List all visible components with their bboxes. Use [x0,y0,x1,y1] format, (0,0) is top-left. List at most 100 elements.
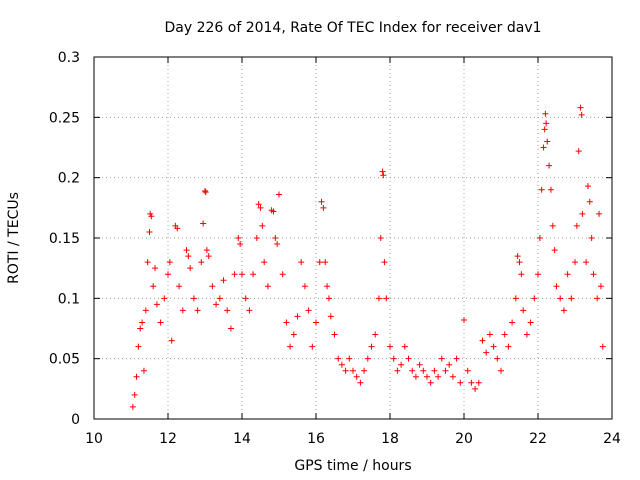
data-point [424,373,430,380]
data-point [316,259,323,266]
data-point [546,162,553,169]
data-point [205,253,212,260]
data-point [137,325,144,332]
data-point [257,204,264,211]
data-point [301,283,308,290]
data-point [486,331,493,338]
data-point [242,295,249,302]
data-point [139,319,146,326]
x-tick-label: 16 [307,431,325,447]
x-tick-label: 18 [381,431,399,447]
data-point [535,271,541,278]
data-point [298,259,305,266]
data-point [577,104,584,111]
data-point [152,265,159,272]
data-point [324,283,331,290]
data-point [542,110,549,117]
data-point [287,343,294,350]
data-point [179,307,186,314]
data-point [494,355,501,362]
data-point [150,283,157,290]
data-point [200,220,207,227]
data-point [540,144,547,151]
data-point [353,373,360,380]
data-point [597,283,604,290]
data-point [520,307,527,314]
data-point [568,295,575,302]
data-point [209,283,216,290]
data-point [599,343,606,350]
data-point [536,235,543,241]
data-point [442,367,449,374]
data-point [131,391,138,398]
data-point [538,186,545,193]
data-point [272,235,279,241]
data-point [457,379,464,386]
data-point [309,343,316,350]
data-point [294,313,301,320]
data-point [472,385,479,392]
x-tick-label: 12 [159,431,177,447]
data-point [220,277,227,284]
data-point [596,210,603,217]
data-point [279,271,286,278]
y-tick-label: 0.25 [49,110,80,126]
data-point [379,168,386,175]
data-point [412,373,419,380]
data-point [560,307,567,314]
y-tick-label: 0 [71,412,80,428]
data-point [276,191,282,198]
data-point [342,367,349,374]
data-point [202,187,208,194]
x-tick-labels: 10 12 14 16 18 20 22 24 [85,431,621,447]
data-point [575,148,582,155]
data-point [194,307,201,314]
data-point [405,355,412,362]
data-point [157,319,164,326]
data-point [357,379,364,386]
data-point [544,138,551,145]
data-point [380,172,387,179]
data-point [364,355,371,362]
data-point [490,343,497,350]
data-point [203,247,210,254]
data-point [168,337,175,344]
data-point [583,259,590,266]
data-point [527,319,534,326]
data-point [174,225,181,232]
data-point [250,271,257,278]
data-point [375,295,382,302]
data-point [553,283,560,290]
data-point [202,189,209,196]
data-point [325,295,332,302]
y-axis-label: ROTI / TECUs [6,192,22,284]
data-point [387,343,393,350]
y-tick-label: 0.2 [58,171,80,187]
data-point [531,295,538,302]
y-tick-label: 0.15 [49,231,80,247]
data-point [187,265,194,272]
data-point [509,319,516,326]
data-point [318,198,325,205]
data-point [161,295,168,302]
data-point [142,307,149,314]
data-point [590,271,597,278]
data-point [383,295,390,302]
data-point [551,247,558,254]
data-point [381,259,388,266]
data-point [514,253,521,260]
data-point [166,259,173,266]
data-point [183,247,190,254]
data-point [372,331,379,338]
data-point [361,367,368,374]
data-point [453,355,460,362]
data-point [584,183,591,190]
grid [94,57,612,419]
data-point [498,367,504,374]
data-point [505,343,512,350]
data-point [261,259,268,266]
chart-title: Day 226 of 2014, Rate Of TEC Index for r… [164,20,541,36]
data-point [350,367,356,374]
data-point [235,235,242,241]
